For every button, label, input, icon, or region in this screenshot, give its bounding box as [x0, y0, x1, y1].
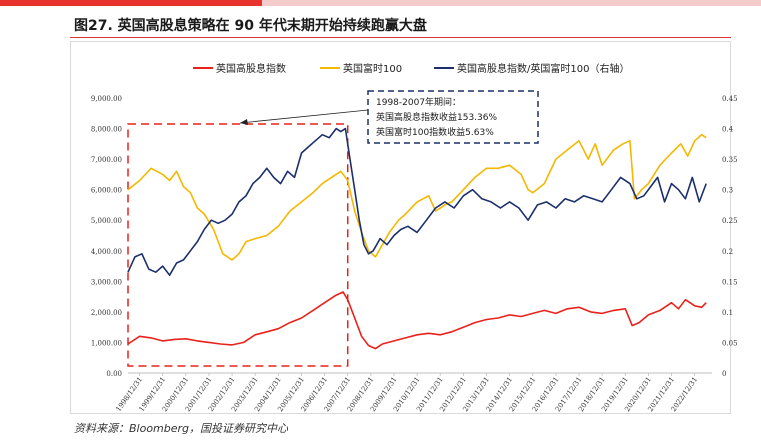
right-axis-tick-label: 0.1	[722, 309, 733, 317]
annotation-line-2: 英国高股息指数收益153.36%	[376, 111, 497, 123]
right-axis-tick-label: 0.15	[722, 278, 738, 286]
legend-label-high-dividend: 英国高股息指数	[216, 62, 286, 75]
right-axis-tick-label: 0	[722, 370, 726, 378]
header-bar	[0, 0, 761, 6]
annotation-line-1: 1998-2007年期间：	[376, 96, 461, 108]
header-accent	[0, 0, 262, 6]
left-axis-tick-label: 7,000.00	[91, 156, 122, 164]
left-axis-tick-label: 9,000.00	[91, 95, 122, 103]
annotation-line-3: 英国富时100指数收益5.63%	[376, 126, 494, 138]
legend-label-ftse100: 英国富时100	[343, 62, 402, 75]
legend: 英国高股息指数 英国富时100 英国高股息指数/英国富时100（右轴）	[193, 62, 629, 75]
title-rule	[70, 37, 731, 38]
left-axis-tick-label: 6,000.00	[91, 187, 122, 195]
series-line-high-dividend	[127, 291, 707, 350]
chart-frame	[70, 41, 731, 414]
right-axis-tick-label: 0.35	[722, 156, 738, 164]
left-axis-tick-label: 0.00	[106, 370, 122, 378]
left-axis-tick-label: 8,000.00	[91, 126, 122, 134]
right-axis-tick-label: 0.25	[722, 217, 738, 225]
series-line-ratio	[127, 127, 707, 277]
series-line-ftse100	[127, 133, 707, 261]
right-axis-tick-label: 0.05	[722, 339, 738, 347]
right-axis-tick-label: 0.4	[722, 126, 734, 134]
legend-label-ratio: 英国高股息指数/英国富时100（右轴）	[457, 62, 629, 75]
right-axis-tick-label: 0.2	[722, 248, 733, 256]
annotation: 1998-2007年期间： 英国高股息指数收益153.36% 英国富时100指数…	[239, 90, 539, 144]
highlight-period-box	[127, 123, 349, 367]
left-axis-tick-label: 5,000.00	[91, 217, 122, 225]
left-axis-tick-label: 1,000.00	[91, 339, 122, 347]
right-axis-tick-label: 0.45	[722, 95, 738, 103]
right-axis-tick-label: 0.3	[722, 187, 733, 195]
figure-title: 图27. 英国高股息策略在 90 年代末期开始持续跑赢大盘	[74, 18, 427, 34]
annotation-arrowhead	[240, 119, 248, 125]
left-axis-tick-label: 3,000.00	[91, 278, 122, 286]
annotation-arrow	[239, 109, 369, 124]
source-note: 资料来源：Bloomberg，国投证券研究中心	[74, 422, 289, 435]
chart: 英国高股息指数 英国富时100 英国高股息指数/英国富时100（右轴） 0.00…	[91, 62, 738, 413]
left-axis-tick-label: 4,000.00	[91, 248, 122, 256]
left-axis-tick-label: 2,000.00	[91, 309, 122, 317]
annotation-box	[367, 90, 539, 144]
